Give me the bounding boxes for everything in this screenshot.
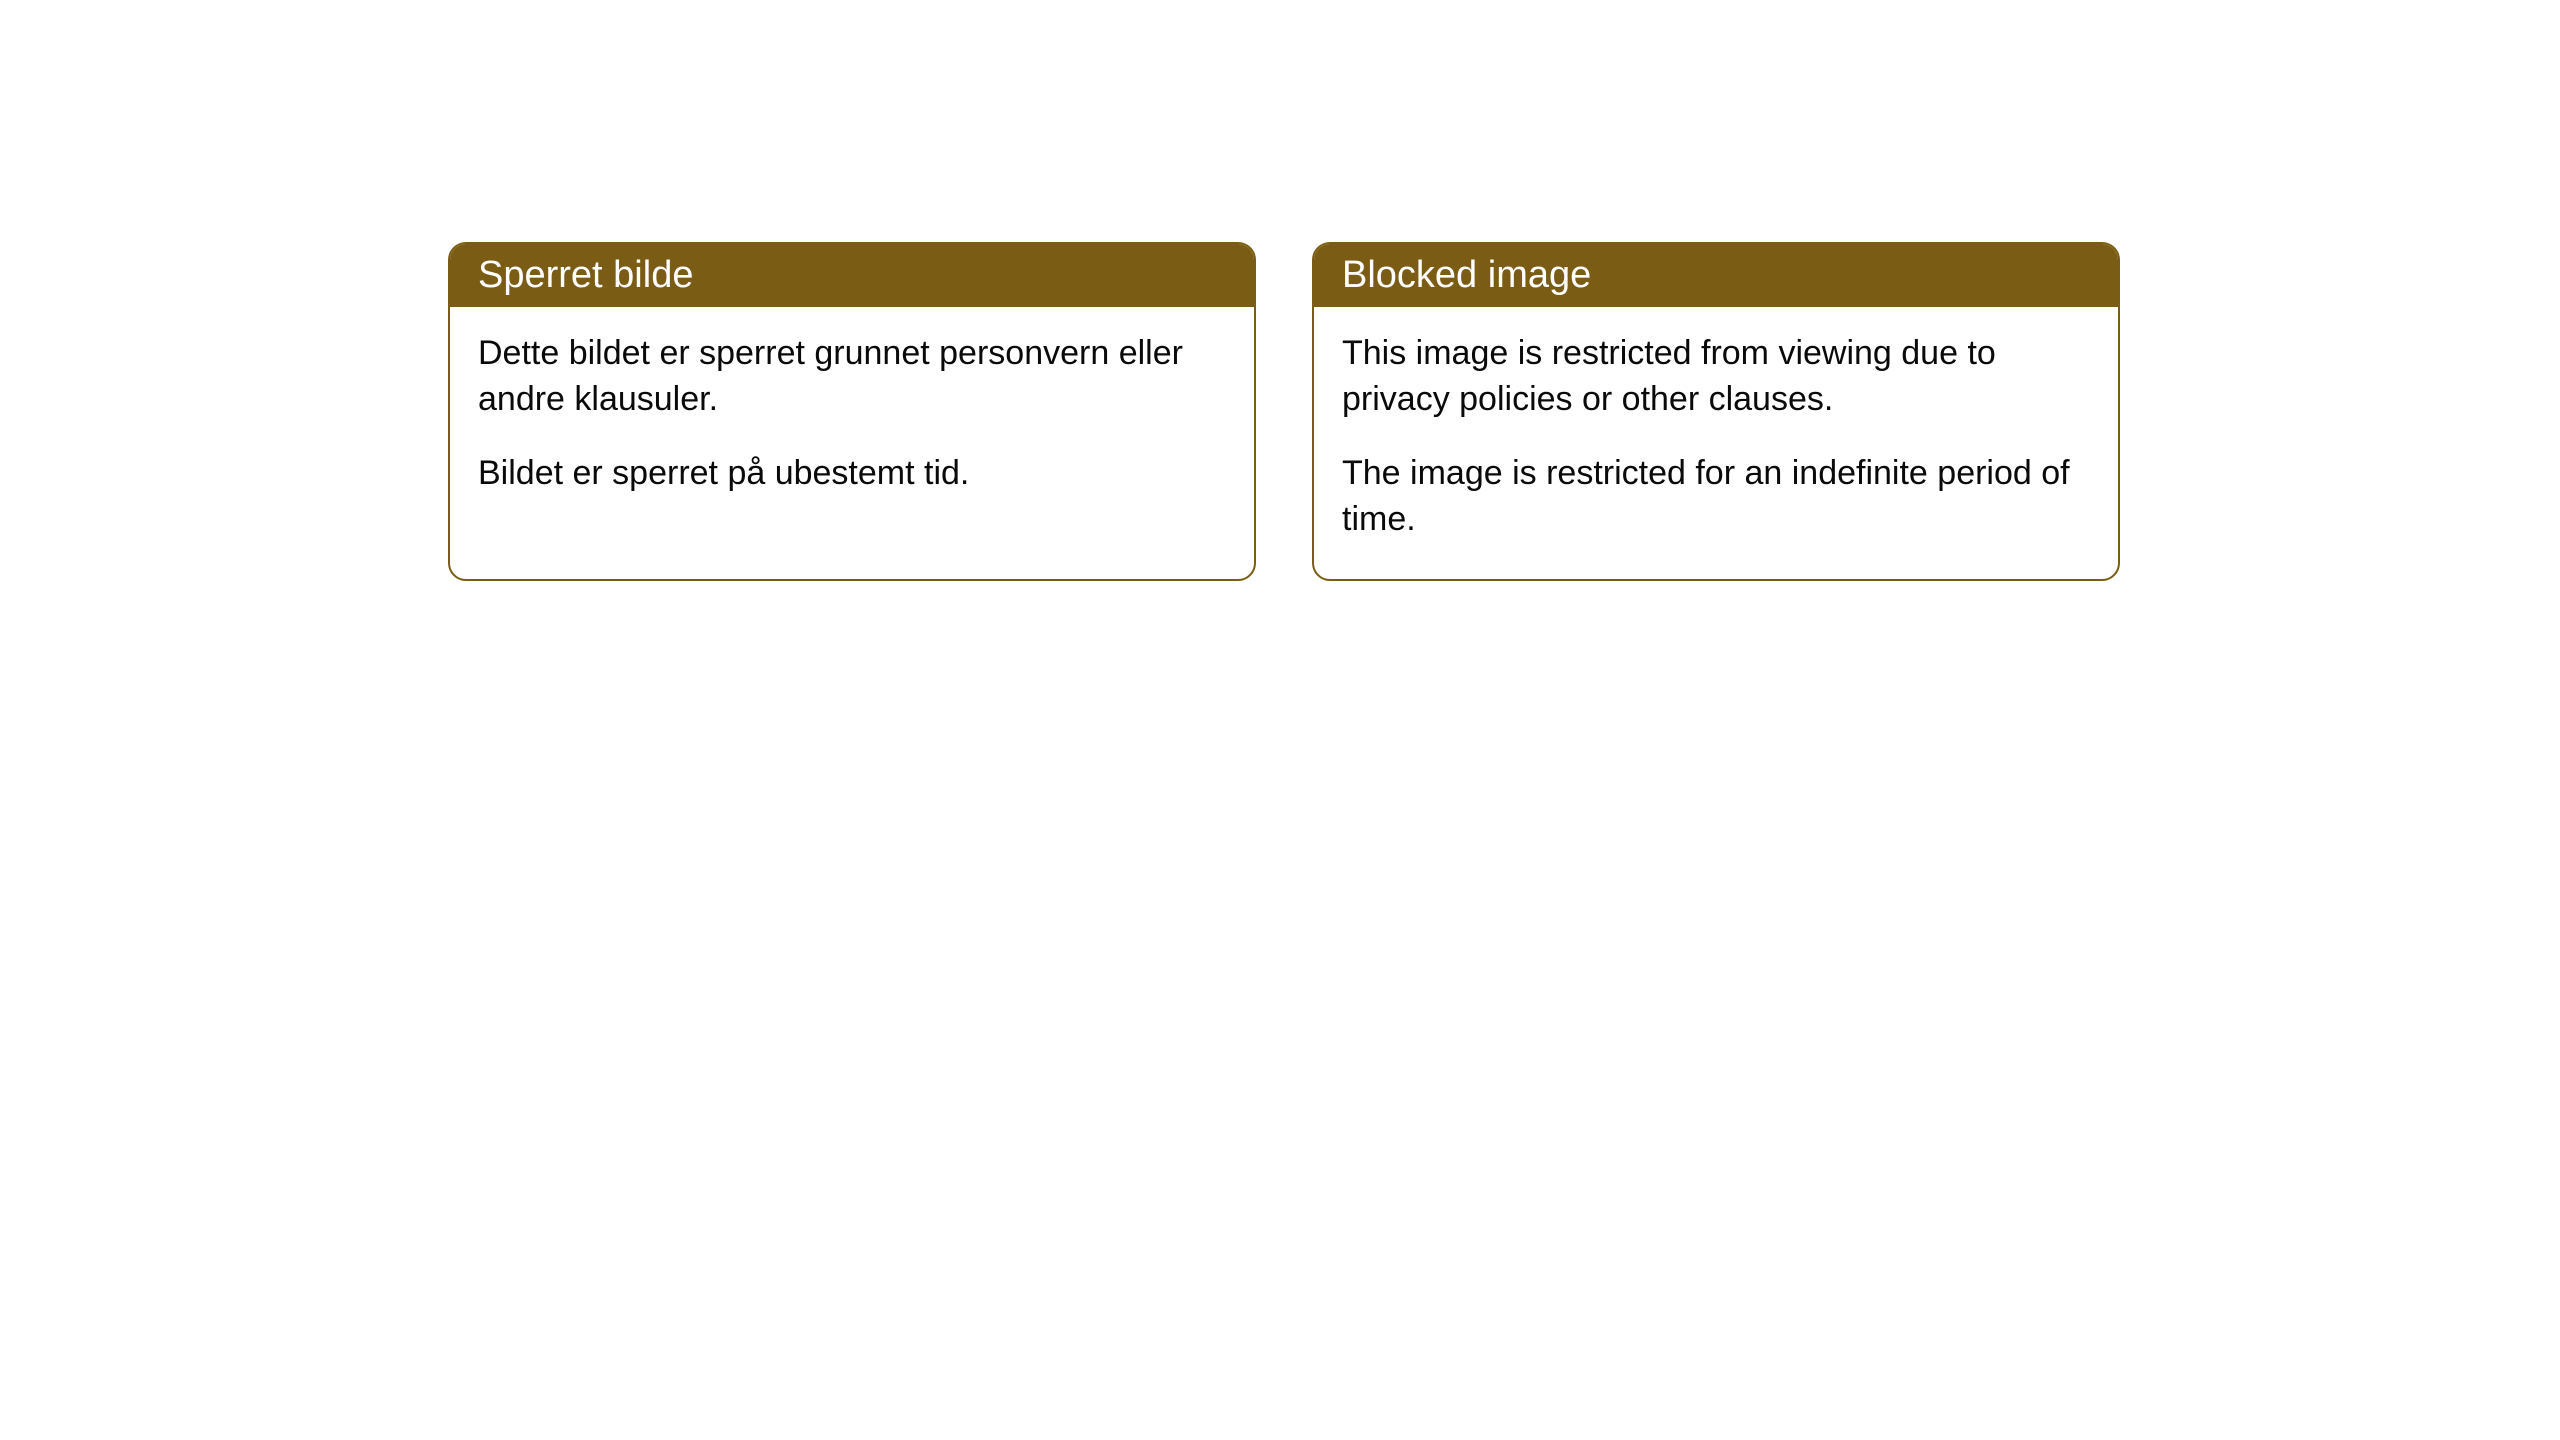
notice-card-norwegian: Sperret bilde Dette bildet er sperret gr… <box>448 242 1256 581</box>
card-paragraph: The image is restricted for an indefinit… <box>1342 451 2090 543</box>
card-header: Sperret bilde <box>450 244 1254 307</box>
card-paragraph: Bildet er sperret på ubestemt tid. <box>478 451 1226 497</box>
notice-card-english: Blocked image This image is restricted f… <box>1312 242 2120 581</box>
card-header: Blocked image <box>1314 244 2118 307</box>
notice-cards-container: Sperret bilde Dette bildet er sperret gr… <box>448 242 2120 581</box>
card-body: This image is restricted from viewing du… <box>1314 307 2118 579</box>
card-paragraph: This image is restricted from viewing du… <box>1342 331 2090 423</box>
card-body: Dette bildet er sperret grunnet personve… <box>450 307 1254 533</box>
card-paragraph: Dette bildet er sperret grunnet personve… <box>478 331 1226 423</box>
